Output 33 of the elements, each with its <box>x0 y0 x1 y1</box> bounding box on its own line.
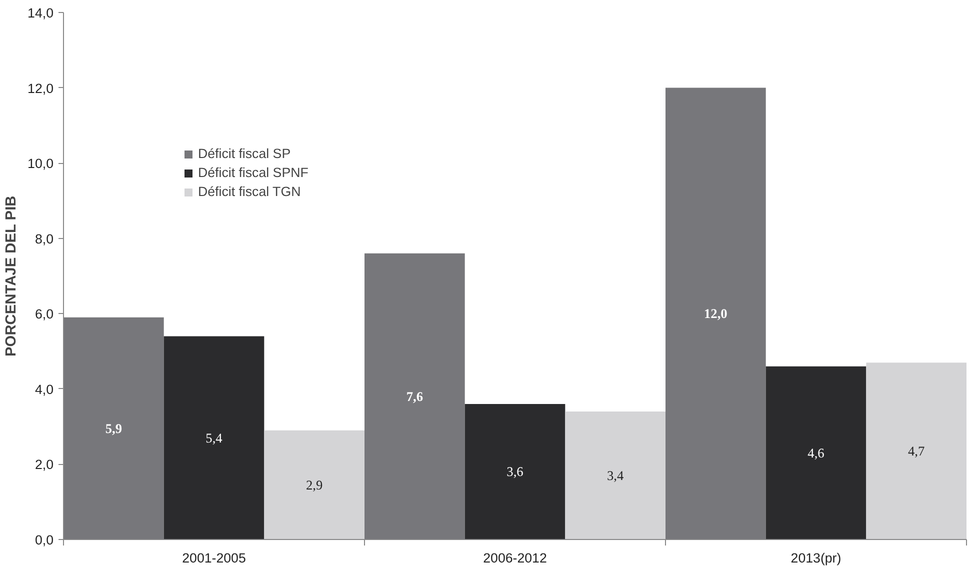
x-tick-label: 2006-2012 <box>483 550 547 566</box>
data-label: 2,9 <box>306 477 323 492</box>
bar <box>164 336 264 540</box>
data-label: 7,6 <box>406 388 424 404</box>
bar <box>866 362 966 540</box>
y-tick-label: 0,0 <box>34 532 54 548</box>
y-tick-label: 6,0 <box>34 306 54 322</box>
data-label: 5,9 <box>105 420 122 436</box>
bar <box>666 88 766 540</box>
data-label: 12,0 <box>704 306 728 322</box>
bar <box>364 253 465 540</box>
legend-label: Déficit fiscal SP <box>198 146 291 161</box>
data-label: 4,6 <box>808 445 825 460</box>
bar <box>766 366 866 540</box>
x-tick-label: 2001-2005 <box>182 550 246 566</box>
y-tick-label: 8,0 <box>34 231 54 246</box>
y-tick-label: 14,0 <box>28 6 54 20</box>
bar <box>264 430 364 540</box>
y-tick-label: 12,0 <box>28 80 54 96</box>
bar <box>464 404 566 540</box>
y-tick-label: 4,0 <box>34 382 54 397</box>
y-axis-title: PORCENTAJE DEL PIB <box>4 196 20 356</box>
legend-label: Déficit fiscal SPNF <box>198 165 308 180</box>
x-tick-label: 2013(pr) <box>790 550 842 566</box>
y-tick-label: 2,0 <box>34 457 54 472</box>
data-label: 3,6 <box>506 464 524 480</box>
data-label: 4,7 <box>908 444 925 459</box>
data-label: 5,4 <box>206 430 223 446</box>
y-tick-label: 10,0 <box>28 156 54 172</box>
bar <box>565 412 666 540</box>
legend-label: Déficit fiscal TGN <box>198 184 301 199</box>
data-label: 3,4 <box>607 468 624 484</box>
bar <box>64 317 164 540</box>
